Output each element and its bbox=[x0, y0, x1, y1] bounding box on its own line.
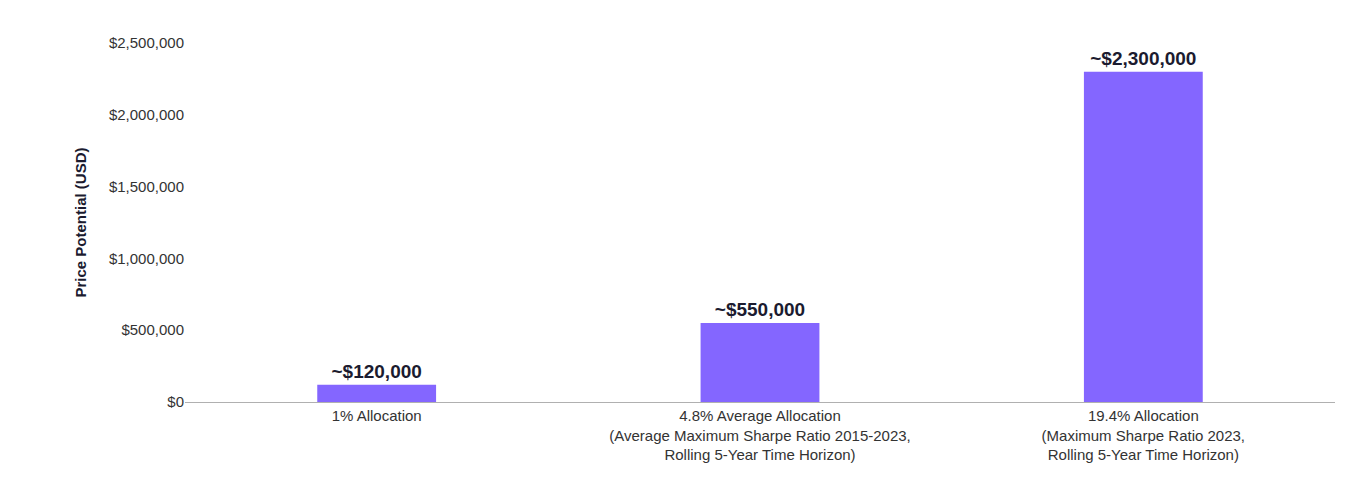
svg-text:~$550,000: ~$550,000 bbox=[715, 299, 805, 320]
svg-text:$1,000,000: $1,000,000 bbox=[109, 250, 184, 267]
svg-text:1% Allocation: 1% Allocation bbox=[332, 407, 422, 424]
svg-text:$2,000,000: $2,000,000 bbox=[109, 106, 184, 123]
svg-text:~$2,300,000: ~$2,300,000 bbox=[1090, 48, 1196, 69]
svg-text:$500,000: $500,000 bbox=[121, 321, 184, 338]
svg-text:~$120,000: ~$120,000 bbox=[331, 361, 421, 382]
svg-text:$0: $0 bbox=[167, 393, 184, 410]
svg-text:$2,500,000: $2,500,000 bbox=[109, 34, 184, 51]
svg-text:19.4% Allocation(Maximum Sharp: 19.4% Allocation(Maximum Sharpe Ratio 20… bbox=[1042, 407, 1245, 463]
svg-text:$1,500,000: $1,500,000 bbox=[109, 178, 184, 195]
svg-text:4.8% Average Allocation(Averag: 4.8% Average Allocation(Average Maximum … bbox=[609, 407, 911, 463]
svg-text:Price Potential (USD): Price Potential (USD) bbox=[72, 147, 89, 297]
